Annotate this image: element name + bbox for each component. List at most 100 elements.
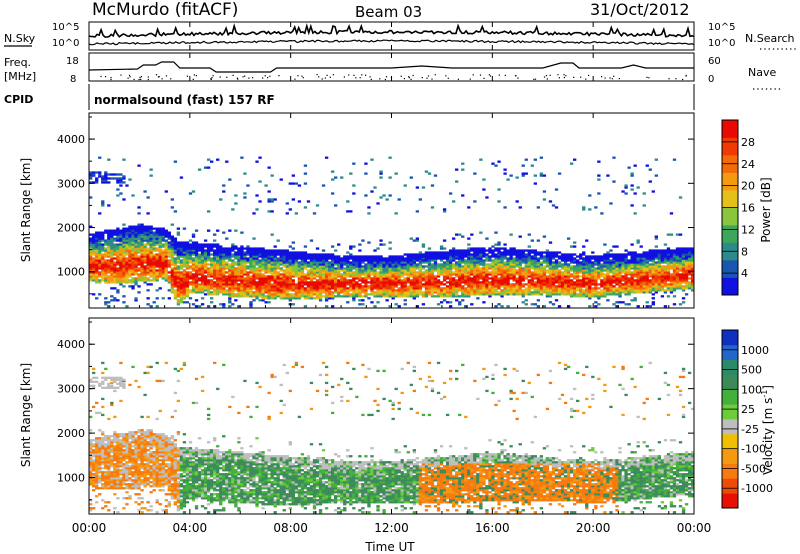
heatmap-cell	[282, 295, 286, 298]
heatmap-cell	[491, 253, 495, 256]
heatmap-cell	[509, 257, 513, 260]
heatmap-cell	[176, 253, 181, 256]
heatmap-cell	[379, 295, 383, 298]
heatmap-cell	[639, 287, 643, 290]
heatmap-cell	[588, 208, 592, 211]
heatmap-cell	[104, 249, 108, 252]
heatmap-cell	[318, 255, 323, 258]
heatmap-cell	[418, 283, 423, 286]
heatmap-cell	[167, 255, 171, 258]
heatmap-cell	[648, 273, 652, 276]
heatmap-cell	[324, 287, 329, 290]
heatmap-cell	[503, 261, 507, 264]
heatmap-cell	[315, 265, 320, 268]
heatmap-cell	[122, 177, 126, 180]
heatmap-cell	[518, 283, 522, 286]
heatmap-cell	[276, 253, 280, 256]
heatmap-cell	[427, 263, 432, 266]
heatmap-cell	[452, 257, 456, 260]
heatmap-cell	[467, 263, 471, 266]
heatmap-cell	[182, 301, 187, 304]
heatmap-cell	[255, 257, 259, 260]
heatmap-cell	[352, 299, 356, 302]
heatmap-cell	[418, 251, 423, 254]
heatmap-cell	[379, 259, 383, 262]
heatmap-cell	[521, 283, 525, 286]
heatmap-cell	[582, 261, 586, 264]
heatmap-cell	[355, 283, 359, 286]
heatmap-cell	[551, 303, 556, 306]
heatmap-cell	[515, 287, 519, 290]
heatmap-cell	[364, 269, 368, 272]
nave-dot	[515, 75, 517, 77]
heatmap-cell	[206, 269, 211, 272]
heatmap-cell	[197, 243, 202, 246]
heatmap-cell	[95, 263, 99, 266]
heatmap-cell	[101, 249, 105, 252]
heatmap-cell	[485, 255, 489, 258]
heatmap-cell	[228, 283, 232, 286]
nave-dot	[210, 78, 212, 80]
heatmap-cell	[110, 245, 114, 248]
heatmap-cell	[149, 305, 153, 308]
heatmap-cell	[663, 291, 668, 294]
heatmap-cell	[442, 283, 447, 286]
heatmap-cell	[503, 267, 507, 270]
heatmap-cell	[476, 289, 480, 292]
heatmap-cell	[149, 239, 153, 242]
heatmap-cell	[200, 257, 205, 260]
heatmap-cell	[467, 291, 471, 294]
heatmap-cell	[436, 293, 441, 296]
heatmap-cell	[206, 229, 211, 232]
heatmap-cell	[509, 265, 513, 268]
heatmap-cell	[367, 257, 371, 260]
heatmap-cell	[188, 251, 193, 254]
heatmap-cell	[370, 287, 374, 290]
heatmap-cell	[276, 265, 280, 268]
heatmap-cell	[442, 289, 447, 292]
heatmap-cell	[300, 279, 305, 282]
heatmap-cell	[131, 231, 135, 234]
heatmap-cell	[113, 253, 117, 256]
heatmap-cell	[582, 206, 586, 209]
heatmap-cell	[612, 273, 616, 276]
heatmap-cell	[633, 279, 637, 282]
heatmap-cell	[385, 289, 389, 292]
heatmap-cell	[237, 249, 241, 252]
heatmap-cell	[439, 257, 444, 260]
heatmap-cell	[551, 261, 556, 264]
heatmap-cell	[213, 259, 217, 262]
heatmap-cell	[297, 271, 302, 274]
heatmap-cell	[164, 273, 168, 276]
heatmap-cell	[137, 164, 141, 167]
heatmap-cell	[297, 291, 302, 294]
heatmap-cell	[630, 188, 634, 191]
heatmap-cell	[210, 269, 214, 272]
heatmap-cell	[621, 265, 625, 268]
heatmap-cell	[424, 265, 429, 268]
heatmap-cell	[506, 269, 510, 272]
heatmap-cell	[300, 253, 305, 256]
heatmap-cell	[216, 271, 220, 274]
heatmap-cell	[479, 263, 483, 266]
heatmap-cell	[318, 253, 323, 256]
heatmap-cell	[352, 267, 356, 270]
heatmap-cell	[509, 261, 513, 264]
heatmap-cell	[110, 269, 114, 272]
heatmap-cell	[119, 239, 123, 242]
heatmap-cell	[140, 279, 144, 282]
heatmap-cell	[297, 200, 302, 203]
heatmap-cell	[666, 259, 671, 262]
heatmap-cell	[476, 297, 480, 300]
heatmap-cell	[506, 249, 510, 252]
heatmap-cell	[651, 293, 655, 296]
heatmap-cell	[494, 293, 498, 296]
heatmap-cell	[455, 263, 459, 266]
heatmap-cell	[182, 263, 187, 266]
heatmap-cell	[234, 295, 238, 298]
heatmap-cell	[89, 175, 93, 178]
heatmap-cell	[666, 263, 671, 266]
heatmap-cell	[321, 259, 326, 262]
heatmap-cell	[167, 275, 171, 278]
heatmap-cell	[334, 295, 338, 298]
